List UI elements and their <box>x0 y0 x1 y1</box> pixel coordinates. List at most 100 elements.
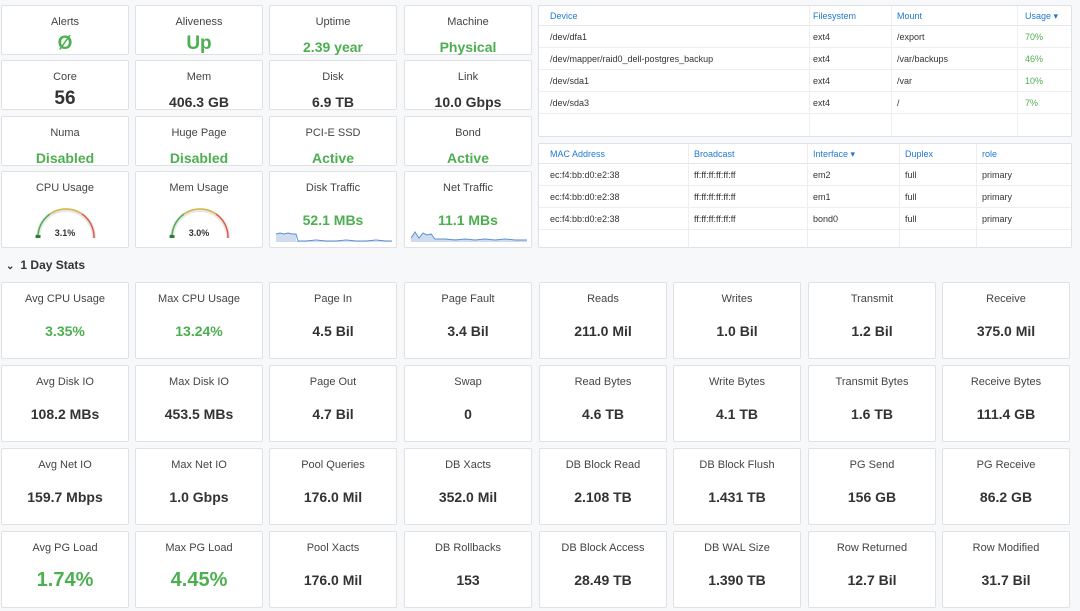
stat-value: 352.0 Mil <box>438 489 498 505</box>
stat-max-pg-load[interactable]: Max PG Load 4.45% <box>135 531 263 608</box>
stat-receive[interactable]: Receive 375.0 Mil <box>942 282 1070 359</box>
stat-title: CPU Usage <box>35 182 95 194</box>
stat-transmit[interactable]: Transmit 1.2 Bil <box>808 282 936 359</box>
stat-page-out[interactable]: Page Out 4.7 Bil <box>269 365 397 442</box>
cell-filesystem: ext4 <box>813 32 831 42</box>
stat-value: 52.1 MBs <box>302 212 364 228</box>
stat-avg-pg-load[interactable]: Avg PG Load 1.74% <box>1 531 129 608</box>
stat-db-block-access[interactable]: DB Block Access 28.49 TB <box>539 531 667 608</box>
stat-core[interactable]: Core 56 <box>1 60 129 110</box>
stat-disk[interactable]: Disk 6.9 TB <box>269 60 397 110</box>
stat-mem[interactable]: Mem 406.3 GB <box>135 60 263 110</box>
stat-numa[interactable]: Numa Disabled <box>1 116 129 166</box>
stat-db-rollbacks[interactable]: DB Rollbacks 153 <box>404 531 532 608</box>
stat-page-fault[interactable]: Page Fault 3.4 Bil <box>404 282 532 359</box>
stat-pg-send[interactable]: PG Send 156 GB <box>808 448 936 525</box>
stat-pcie-ssd[interactable]: PCI-E SSD Active <box>269 116 397 166</box>
table-row[interactable]: ec:f4:bb:d0:e2:38 ff:ff:ff:ff:ff:ff bond… <box>539 208 1071 230</box>
stat-title: Max Net IO <box>171 459 227 471</box>
col-header-broadcast[interactable]: Broadcast <box>694 149 735 159</box>
stat-db-block-read[interactable]: DB Block Read 2.108 TB <box>539 448 667 525</box>
col-header-usage[interactable]: Usage ▾ <box>1025 11 1059 21</box>
stat-title: Transmit Bytes <box>835 376 909 388</box>
col-header-interface[interactable]: Interface ▾ <box>813 149 856 159</box>
stat-write-bytes[interactable]: Write Bytes 4.1 TB <box>673 365 801 442</box>
stat-read-bytes[interactable]: Read Bytes 4.6 TB <box>539 365 667 442</box>
stat-value: 12.7 Bil <box>847 572 897 588</box>
stat-max-cpu-usage[interactable]: Max CPU Usage 13.24% <box>135 282 263 359</box>
stat-value: 31.7 Bil <box>981 572 1031 588</box>
stat-title: Writes <box>721 293 753 305</box>
stat-pool-xacts[interactable]: Pool Xacts 176.0 Mil <box>269 531 397 608</box>
stat-value: 1.6 TB <box>850 406 893 422</box>
stat-value: 28.49 TB <box>574 572 632 588</box>
stat-db-xacts[interactable]: DB Xacts 352.0 Mil <box>404 448 532 525</box>
stat-transmit-bytes[interactable]: Transmit Bytes 1.6 TB <box>808 365 936 442</box>
column-divider <box>1017 6 1018 136</box>
stat-alerts[interactable]: Alerts Ø <box>1 5 129 55</box>
column-divider <box>891 6 892 136</box>
stat-link[interactable]: Link 10.0 Gbps <box>404 60 532 110</box>
stat-aliveness[interactable]: Aliveness Up <box>135 5 263 55</box>
col-header-device[interactable]: Device <box>550 11 578 21</box>
stat-value: 3.4 Bil <box>447 323 489 339</box>
table-row[interactable]: /dev/dfa1 ext4 /export 70% <box>539 26 1071 48</box>
stat-machine[interactable]: Machine Physical <box>404 5 532 55</box>
stat-value: 1.0 Gbps <box>169 489 229 505</box>
stat-avg-cpu-usage[interactable]: Avg CPU Usage 3.35% <box>1 282 129 359</box>
stat-max-net-io[interactable]: Max Net IO 1.0 Gbps <box>135 448 263 525</box>
table-row[interactable]: ec:f4:bb:d0:e2:38 ff:ff:ff:ff:ff:ff em1 … <box>539 186 1071 208</box>
col-header-mac[interactable]: MAC Address <box>550 149 606 159</box>
table-row[interactable]: /dev/sda1 ext4 /var 10% <box>539 70 1071 92</box>
stat-avg-disk-io[interactable]: Avg Disk IO 108.2 MBs <box>1 365 129 442</box>
stat-title: Swap <box>454 376 482 388</box>
stat-writes[interactable]: Writes 1.0 Bil <box>673 282 801 359</box>
col-header-role[interactable]: role <box>982 149 998 159</box>
stat-value: 211.0 Mil <box>574 323 632 339</box>
mem-usage-panel[interactable]: Mem Usage 3.0% <box>135 171 263 248</box>
table-row[interactable]: /dev/sda3 ext4 / 7% <box>539 92 1071 114</box>
stat-receive-bytes[interactable]: Receive Bytes 111.4 GB <box>942 365 1070 442</box>
stat-value: 159.7 Mbps <box>27 489 103 505</box>
col-header-filesystem[interactable]: Filesystem <box>813 11 857 21</box>
stat-title: Transmit <box>850 293 894 305</box>
stat-reads[interactable]: Reads 211.0 Mil <box>539 282 667 359</box>
col-header-mount[interactable]: Mount <box>897 11 923 21</box>
cell-mount: /var <box>897 76 913 86</box>
cell-broadcast: ff:ff:ff:ff:ff:ff <box>694 192 736 202</box>
stat-value: 1.431 TB <box>708 489 766 505</box>
cell-broadcast: ff:ff:ff:ff:ff:ff <box>694 170 736 180</box>
stat-uptime[interactable]: Uptime 2.39 year <box>269 5 397 55</box>
stat-bond[interactable]: Bond Active <box>404 116 532 166</box>
stat-pool-queries[interactable]: Pool Queries 176.0 Mil <box>269 448 397 525</box>
col-header-duplex[interactable]: Duplex <box>905 149 934 159</box>
stat-title: Machine <box>447 16 489 28</box>
disk-traffic-panel[interactable]: Disk Traffic 52.1 MBs <box>269 171 397 248</box>
net-traffic-panel[interactable]: Net Traffic 11.1 MBs <box>404 171 532 248</box>
stat-max-disk-io[interactable]: Max Disk IO 453.5 MBs <box>135 365 263 442</box>
stat-title: Page In <box>314 293 352 305</box>
cell-role: primary <box>982 214 1013 224</box>
cell-filesystem: ext4 <box>813 54 831 64</box>
stat-row-modified[interactable]: Row Modified 31.7 Bil <box>942 531 1070 608</box>
table-row[interactable]: /dev/mapper/raid0_dell-postgres_backup e… <box>539 48 1071 70</box>
table-row[interactable]: ec:f4:bb:d0:e2:38 ff:ff:ff:ff:ff:ff em2 … <box>539 164 1071 186</box>
cpu-usage-panel[interactable]: CPU Usage 3.1% <box>1 171 129 248</box>
section-toggle-1-day-stats[interactable]: ⌄ 1 Day Stats <box>6 258 85 272</box>
stat-title: PG Receive <box>976 459 1036 471</box>
stat-db-block-flush[interactable]: DB Block Flush 1.431 TB <box>673 448 801 525</box>
stat-avg-net-io[interactable]: Avg Net IO 159.7 Mbps <box>1 448 129 525</box>
stat-huge-page[interactable]: Huge Page Disabled <box>135 116 263 166</box>
stat-row-returned[interactable]: Row Returned 12.7 Bil <box>808 531 936 608</box>
stat-value: 108.2 MBs <box>30 406 100 422</box>
stat-page-in[interactable]: Page In 4.5 Bil <box>269 282 397 359</box>
stat-title: Mem <box>186 71 212 83</box>
column-divider <box>976 144 977 247</box>
stat-pg-receive[interactable]: PG Receive 86.2 GB <box>942 448 1070 525</box>
cell-mac: ec:f4:bb:d0:e2:38 <box>550 214 620 224</box>
stat-value: Disabled <box>35 150 95 166</box>
stat-db-wal-size[interactable]: DB WAL Size 1.390 TB <box>673 531 801 608</box>
stat-title: Avg PG Load <box>32 542 98 554</box>
stat-swap[interactable]: Swap 0 <box>404 365 532 442</box>
stat-value: 4.5 Bil <box>312 323 354 339</box>
